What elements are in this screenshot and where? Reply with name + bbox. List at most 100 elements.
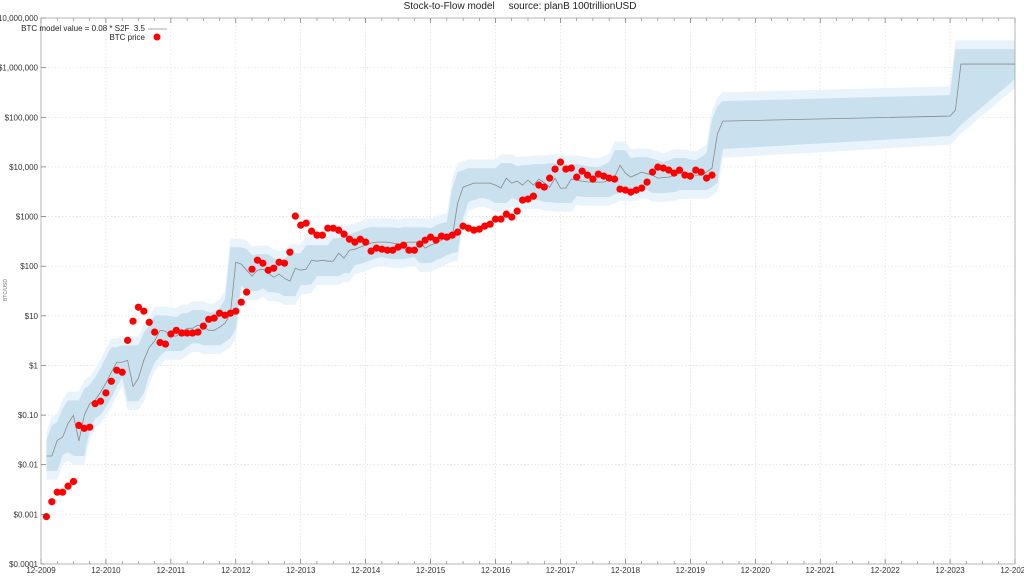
y-tick-label: $100,000 bbox=[5, 113, 39, 122]
price-dot bbox=[226, 309, 234, 317]
x-tick-label: 12-2009 bbox=[26, 566, 56, 575]
price-dot bbox=[96, 397, 105, 405]
y-tick-label: $0.10 bbox=[18, 411, 39, 420]
price-dot bbox=[610, 175, 619, 183]
price-dot bbox=[340, 230, 348, 238]
price-dot bbox=[454, 228, 462, 236]
price-dot bbox=[80, 424, 88, 432]
y-tick-label: $100 bbox=[20, 262, 38, 271]
price-dot bbox=[546, 174, 554, 182]
price-dot bbox=[702, 174, 711, 182]
price-dot bbox=[210, 314, 218, 322]
price-dot bbox=[167, 330, 175, 338]
price-dot bbox=[638, 184, 646, 192]
price-dot bbox=[497, 215, 505, 223]
axes: $10,000,000 $1,000,000 $100,000 $10,000 $100… bbox=[0, 14, 1024, 575]
model-line bbox=[46, 63, 1015, 457]
legend: BTC model value = 0.08 * S2F 3.5 BTC pri… bbox=[21, 24, 167, 42]
price-dot bbox=[161, 340, 170, 348]
price-dot bbox=[329, 224, 337, 232]
y-tick-label: $10,000 bbox=[9, 163, 38, 172]
price-dot bbox=[524, 195, 532, 203]
price-dot bbox=[134, 303, 142, 311]
x-tick-label: 12-2016 bbox=[481, 566, 511, 575]
price-dot bbox=[416, 240, 424, 248]
price-dot bbox=[529, 192, 538, 200]
price-dot bbox=[665, 166, 673, 174]
price-dot bbox=[432, 236, 440, 244]
price-dot bbox=[59, 488, 67, 496]
price-dot bbox=[616, 185, 624, 193]
x-tick-label: 12-2021 bbox=[806, 566, 836, 575]
price-dot bbox=[686, 172, 694, 180]
y-tick-label: $1 bbox=[29, 361, 38, 370]
price-dot bbox=[42, 513, 51, 521]
price-dot bbox=[518, 196, 527, 204]
price-dot bbox=[367, 247, 375, 255]
price-dot bbox=[427, 233, 435, 241]
price-dot bbox=[394, 243, 402, 251]
price-dot bbox=[378, 245, 386, 253]
price-dot bbox=[508, 213, 516, 221]
price-dot bbox=[345, 235, 354, 243]
price-dot bbox=[459, 222, 467, 230]
model-band-inner bbox=[46, 49, 1015, 471]
price-dot bbox=[448, 231, 456, 239]
x-tick-label: 12-2018 bbox=[611, 566, 641, 575]
price-dot bbox=[335, 226, 343, 234]
price-dot bbox=[573, 173, 581, 181]
price-dot bbox=[318, 231, 326, 239]
legend-price-dot-swatch bbox=[153, 33, 161, 41]
price-dot bbox=[383, 246, 391, 254]
price-dot bbox=[578, 167, 586, 175]
price-dot bbox=[118, 368, 126, 376]
price-dot bbox=[243, 288, 251, 296]
price-dot bbox=[443, 233, 451, 241]
price-dot bbox=[232, 307, 240, 315]
price-dot bbox=[470, 226, 478, 234]
price-dot bbox=[372, 244, 381, 252]
price-dot bbox=[286, 248, 294, 256]
price-dot bbox=[194, 328, 202, 336]
price-dot bbox=[183, 329, 191, 337]
price-dot bbox=[280, 259, 289, 267]
price-dot bbox=[113, 366, 121, 374]
x-tick-label: 12-2019 bbox=[676, 566, 706, 575]
price-dot bbox=[123, 336, 132, 344]
price-dot bbox=[643, 178, 651, 186]
price-dot bbox=[692, 166, 700, 174]
price-dot bbox=[69, 477, 78, 486]
model-bands bbox=[46, 40, 1015, 480]
price-dot bbox=[362, 238, 370, 246]
price-dot bbox=[48, 498, 56, 506]
price-dot bbox=[540, 183, 548, 191]
price-dot bbox=[648, 168, 657, 176]
y-tick-label: $1,000,000 bbox=[0, 64, 39, 73]
x-tick-label: 12-2010 bbox=[91, 566, 121, 575]
price-dot bbox=[670, 169, 678, 177]
price-dot bbox=[410, 246, 418, 254]
price-dot bbox=[437, 232, 446, 240]
price-dot bbox=[140, 307, 148, 315]
price-dot bbox=[53, 488, 61, 496]
price-dot bbox=[551, 165, 559, 173]
price-dot bbox=[297, 221, 305, 229]
price-dot bbox=[270, 264, 278, 272]
price-dot bbox=[513, 207, 521, 215]
price-dot bbox=[421, 236, 429, 244]
price-dot bbox=[464, 224, 473, 232]
price-dot bbox=[600, 172, 608, 180]
price-dot bbox=[156, 338, 164, 347]
plot-frame bbox=[40, 17, 1016, 565]
price-dot bbox=[583, 171, 592, 179]
price-dot bbox=[535, 181, 543, 189]
y-tick-label: $10 bbox=[25, 312, 39, 321]
price-dot bbox=[291, 212, 299, 220]
y-tick-label: $1000 bbox=[16, 213, 39, 222]
x-tick-label: 12-2012 bbox=[221, 566, 251, 575]
price-dot bbox=[205, 315, 213, 323]
price-dot bbox=[627, 188, 635, 196]
y-tick-label: $0.01 bbox=[18, 461, 39, 470]
price-dot bbox=[356, 235, 364, 243]
price-dot bbox=[91, 400, 99, 408]
